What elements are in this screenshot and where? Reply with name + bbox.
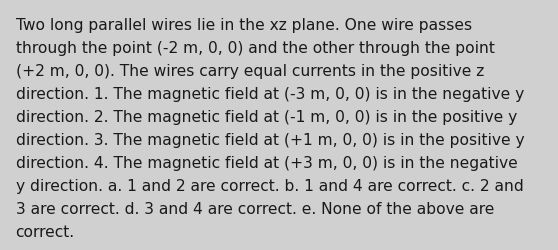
Text: correct.: correct. (16, 224, 75, 240)
Text: direction. 3. The magnetic field at (+1 m, 0, 0) is in the positive y: direction. 3. The magnetic field at (+1 … (16, 132, 525, 148)
Text: y direction. a. 1 and 2 are correct. b. 1 and 4 are correct. c. 2 and: y direction. a. 1 and 2 are correct. b. … (16, 178, 523, 194)
Text: Two long parallel wires lie in the xz plane. One wire passes: Two long parallel wires lie in the xz pl… (16, 18, 472, 32)
Text: (+2 m, 0, 0). The wires carry equal currents in the positive z: (+2 m, 0, 0). The wires carry equal curr… (16, 64, 484, 78)
Text: through the point (-2 m, 0, 0) and the other through the point: through the point (-2 m, 0, 0) and the o… (16, 40, 494, 56)
Text: direction. 2. The magnetic field at (-1 m, 0, 0) is in the positive y: direction. 2. The magnetic field at (-1 … (16, 110, 517, 124)
Text: direction. 4. The magnetic field at (+3 m, 0, 0) is in the negative: direction. 4. The magnetic field at (+3 … (16, 156, 517, 170)
Text: direction. 1. The magnetic field at (-3 m, 0, 0) is in the negative y: direction. 1. The magnetic field at (-3 … (16, 86, 524, 102)
Text: 3 are correct. d. 3 and 4 are correct. e. None of the above are: 3 are correct. d. 3 and 4 are correct. e… (16, 202, 494, 216)
